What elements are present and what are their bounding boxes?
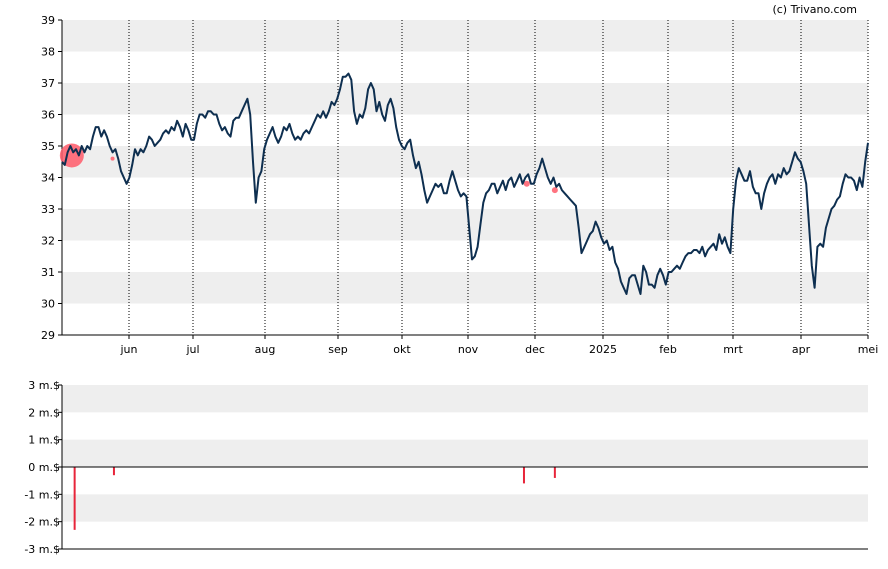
- volume-bar: [553, 467, 556, 478]
- price-y-tick-label: 34: [41, 172, 55, 185]
- volume-bands: [62, 385, 868, 522]
- price-y-tick-label: 38: [41, 46, 55, 59]
- volume-band: [62, 494, 868, 522]
- month-tick-label: jul: [185, 343, 199, 356]
- volume-y-tick-label: -1 m.$: [24, 488, 60, 501]
- month-tick-label: apr: [792, 343, 811, 356]
- price-bands: [62, 20, 868, 304]
- volume-y-tick-label: 3 m.$: [28, 379, 60, 392]
- price-y-tick-label: 29: [41, 329, 55, 342]
- volume-y-tick-label: 0 m.$: [28, 461, 60, 474]
- month-tick-label: aug: [255, 343, 276, 356]
- month-tick-label: dec: [525, 343, 545, 356]
- volume-y-tick-labels: 3 m.$ 2 m.$ 1 m.$ 0 m.$ -1 m.$ -2 m.$ -3 m.$: [24, 379, 62, 556]
- month-tick-labels: jun jul aug sep okt nov dec 2025 feb mrt apr mei: [120, 335, 879, 356]
- price-y-tick-label: 31: [41, 266, 55, 279]
- trade-marker: [551, 187, 558, 194]
- price-y-tick-label: 30: [41, 298, 55, 311]
- price-y-tick-label: 36: [41, 109, 55, 122]
- month-tick-label: nov: [458, 343, 479, 356]
- price-line: [61, 72, 869, 295]
- volume-band: [62, 385, 868, 413]
- volume-band: [62, 439, 868, 467]
- trade-marker: [110, 156, 115, 161]
- volume-y-tick-label: 2 m.$: [28, 406, 60, 419]
- volume-bar: [73, 467, 76, 530]
- trade-marker: [523, 180, 530, 187]
- month-tick-label: sep: [328, 343, 347, 356]
- volume-bar: [112, 467, 115, 476]
- volume-y-tick-label: 1 m.$: [28, 434, 60, 447]
- price-band: [62, 272, 868, 304]
- price-y-tick-label: 35: [41, 140, 55, 153]
- month-tick-label: feb: [659, 343, 677, 356]
- month-tick-label: 2025: [589, 343, 617, 356]
- price-band: [62, 83, 868, 115]
- price-y-tick-label: 32: [41, 235, 55, 248]
- month-tick-label: jun: [120, 343, 138, 356]
- month-tick-label: mrt: [723, 343, 743, 356]
- volume-y-tick-label: -3 m.$: [24, 543, 60, 556]
- month-tick-label: okt: [393, 343, 411, 356]
- volume-bar: [522, 467, 525, 484]
- price-band: [62, 146, 868, 178]
- price-y-tick-labels: 29 30 31 32 33 34 35 36 37 38 39: [41, 14, 62, 342]
- volume-y-tick-label: -2 m.$: [24, 516, 60, 529]
- price-y-tick-label: 39: [41, 14, 55, 27]
- copyright-text: (c) Trivano.com: [772, 3, 857, 16]
- price-band: [62, 209, 868, 241]
- price-y-tick-label: 33: [41, 203, 55, 216]
- price-y-tick-label: 37: [41, 77, 55, 90]
- month-tick-label: mei: [858, 343, 879, 356]
- price-band: [62, 20, 868, 52]
- volume-bars: [73, 467, 556, 530]
